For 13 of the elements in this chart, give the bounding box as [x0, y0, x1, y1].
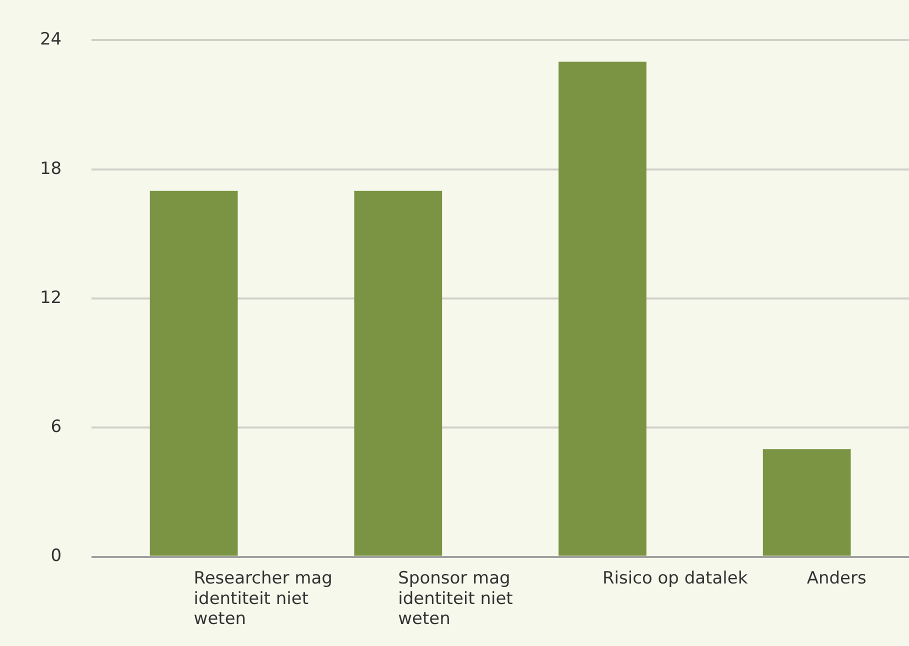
- y-tick-label: 12: [40, 288, 62, 308]
- x-tick-label: Risico op datalek: [602, 568, 748, 588]
- y-tick-label: 0: [50, 546, 62, 566]
- bar: [150, 190, 238, 556]
- x-tick-label: Anders: [806, 568, 866, 588]
- bar: [354, 190, 442, 556]
- x-tick-label: Researcher mag identiteit niet weten: [194, 568, 332, 630]
- y-tick-label: 24: [40, 30, 62, 50]
- y-tick-label: 6: [50, 417, 62, 438]
- x-tick-label: Sponsor mag identiteit niet weten: [398, 568, 514, 630]
- y-tick-label: 18: [40, 158, 62, 179]
- bar: [558, 62, 646, 556]
- bar: [762, 449, 851, 556]
